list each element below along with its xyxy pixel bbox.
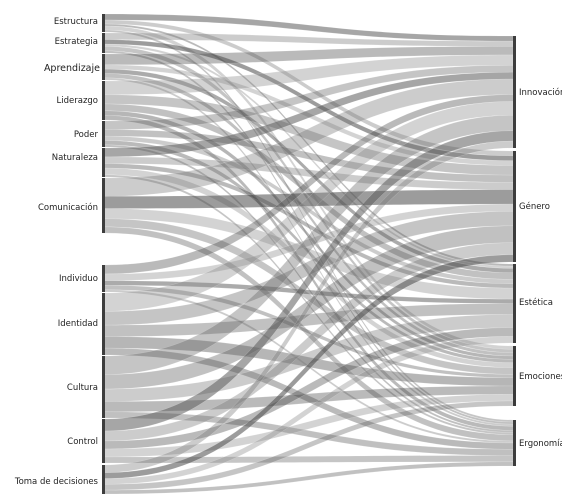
right-node-label: Género	[519, 201, 550, 212]
left-node-bar	[102, 81, 105, 120]
left-node-label: Control	[67, 437, 98, 447]
left-node-bar	[102, 54, 105, 80]
left-node-label: Cultura	[67, 383, 98, 393]
right-node-bar	[513, 36, 516, 148]
left-node-label: Naturaleza	[52, 153, 98, 163]
left-node-bar	[102, 465, 105, 494]
right-node-label: Ergonomía	[519, 439, 562, 449]
left-node-bar	[102, 178, 105, 233]
right-node-label: Estética	[519, 297, 553, 308]
right-node-bar	[513, 420, 516, 466]
right-node-bar	[513, 346, 516, 406]
left-node-bar	[102, 148, 105, 177]
left-node-bar	[102, 121, 105, 147]
left-node-label: Estrategia	[55, 37, 98, 47]
left-node-label: Individuo	[59, 274, 98, 284]
left-node-bar	[102, 356, 105, 418]
left-node-bar	[102, 33, 105, 53]
left-node-label: Liderazgo	[57, 96, 98, 106]
left-node-bar	[102, 419, 105, 463]
right-node-label: Innovación	[519, 87, 562, 98]
left-node-label: Comunicación	[38, 202, 98, 213]
left-node-bar	[102, 265, 105, 292]
left-node-label: Aprendizaje	[44, 63, 100, 74]
left-node-label: Identidad	[58, 319, 98, 329]
left-node-bar	[102, 14, 105, 32]
left-node-label: Estructura	[54, 17, 98, 27]
left-node-bars	[102, 14, 105, 494]
left-node-label: Toma de decisiones	[14, 477, 99, 487]
right-node-bar	[513, 151, 516, 262]
right-node-bar	[513, 264, 516, 343]
left-node-label: Poder	[74, 130, 99, 140]
right-node-label: Emociones	[519, 372, 562, 382]
right-node-bars	[513, 36, 516, 466]
sankey-links	[103, 13, 514, 495]
left-node-bar	[102, 293, 105, 355]
